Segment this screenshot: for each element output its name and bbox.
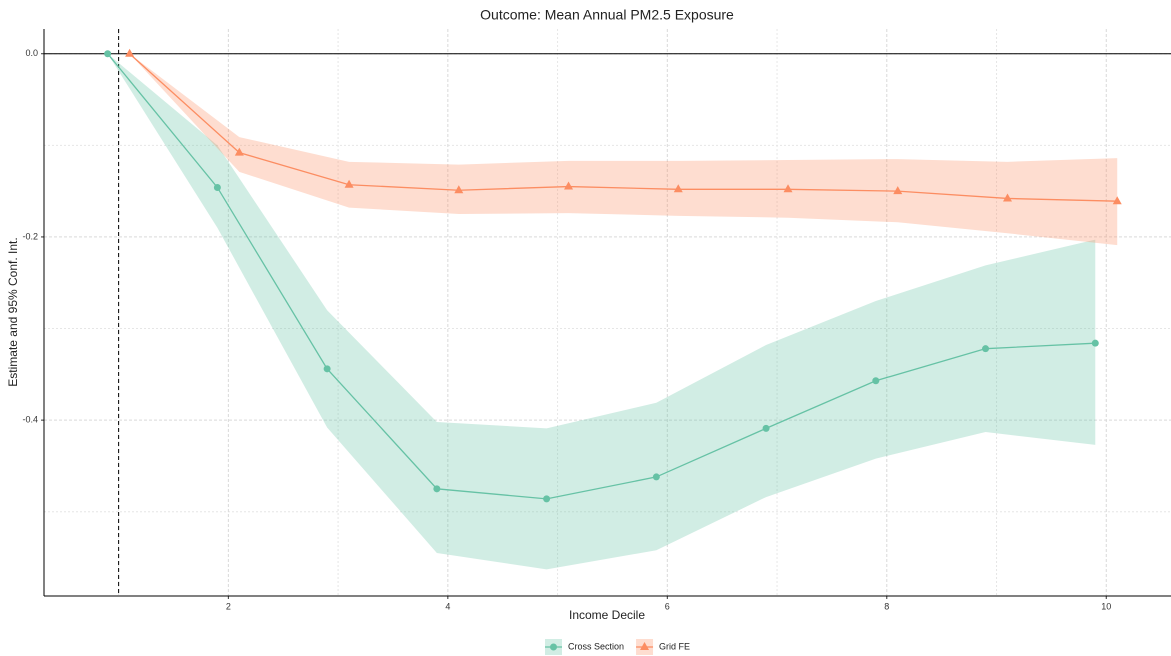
point [872,377,880,385]
confidence-band [107,53,1096,570]
point [104,50,112,58]
legend-item: Cross Section [545,639,624,655]
point [982,345,990,353]
x-tick-label: 6 [665,601,670,611]
point [762,424,770,432]
point [454,185,464,194]
series-line [107,53,1096,500]
point [543,495,551,503]
point [213,183,221,191]
legend-label: Grid FE [659,641,690,651]
legend-marker [640,642,650,650]
chart-title: Outcome: Mean Annual PM2.5 Exposure [480,7,734,23]
point [1002,193,1012,202]
point [673,184,683,193]
y-tick-label: -0.2 [22,231,38,241]
y-axis-label: Estimate and 95% Conf. Int. [6,237,20,386]
legend-item: Grid FE [636,639,690,655]
legend-marker [550,643,557,651]
point [125,48,135,57]
y-tick-label: -0.4 [22,415,38,425]
x-axis-label: Income Decile [569,608,645,622]
point [433,485,441,493]
point [564,181,574,190]
point [1091,339,1099,347]
legend-label: Cross Section [568,641,624,651]
point [893,186,903,195]
series-line [129,53,1118,202]
point [234,147,244,156]
x-tick-label: 4 [445,601,450,611]
point [344,179,354,188]
point [1112,196,1122,205]
x-tick-label: 8 [884,601,889,611]
x-tick-label: 2 [226,601,231,611]
point [783,184,793,193]
point [323,365,331,373]
y-tick-label: 0.0 [25,48,38,58]
point [652,473,660,481]
x-tick-label: 10 [1101,601,1111,611]
confidence-band [129,53,1118,246]
